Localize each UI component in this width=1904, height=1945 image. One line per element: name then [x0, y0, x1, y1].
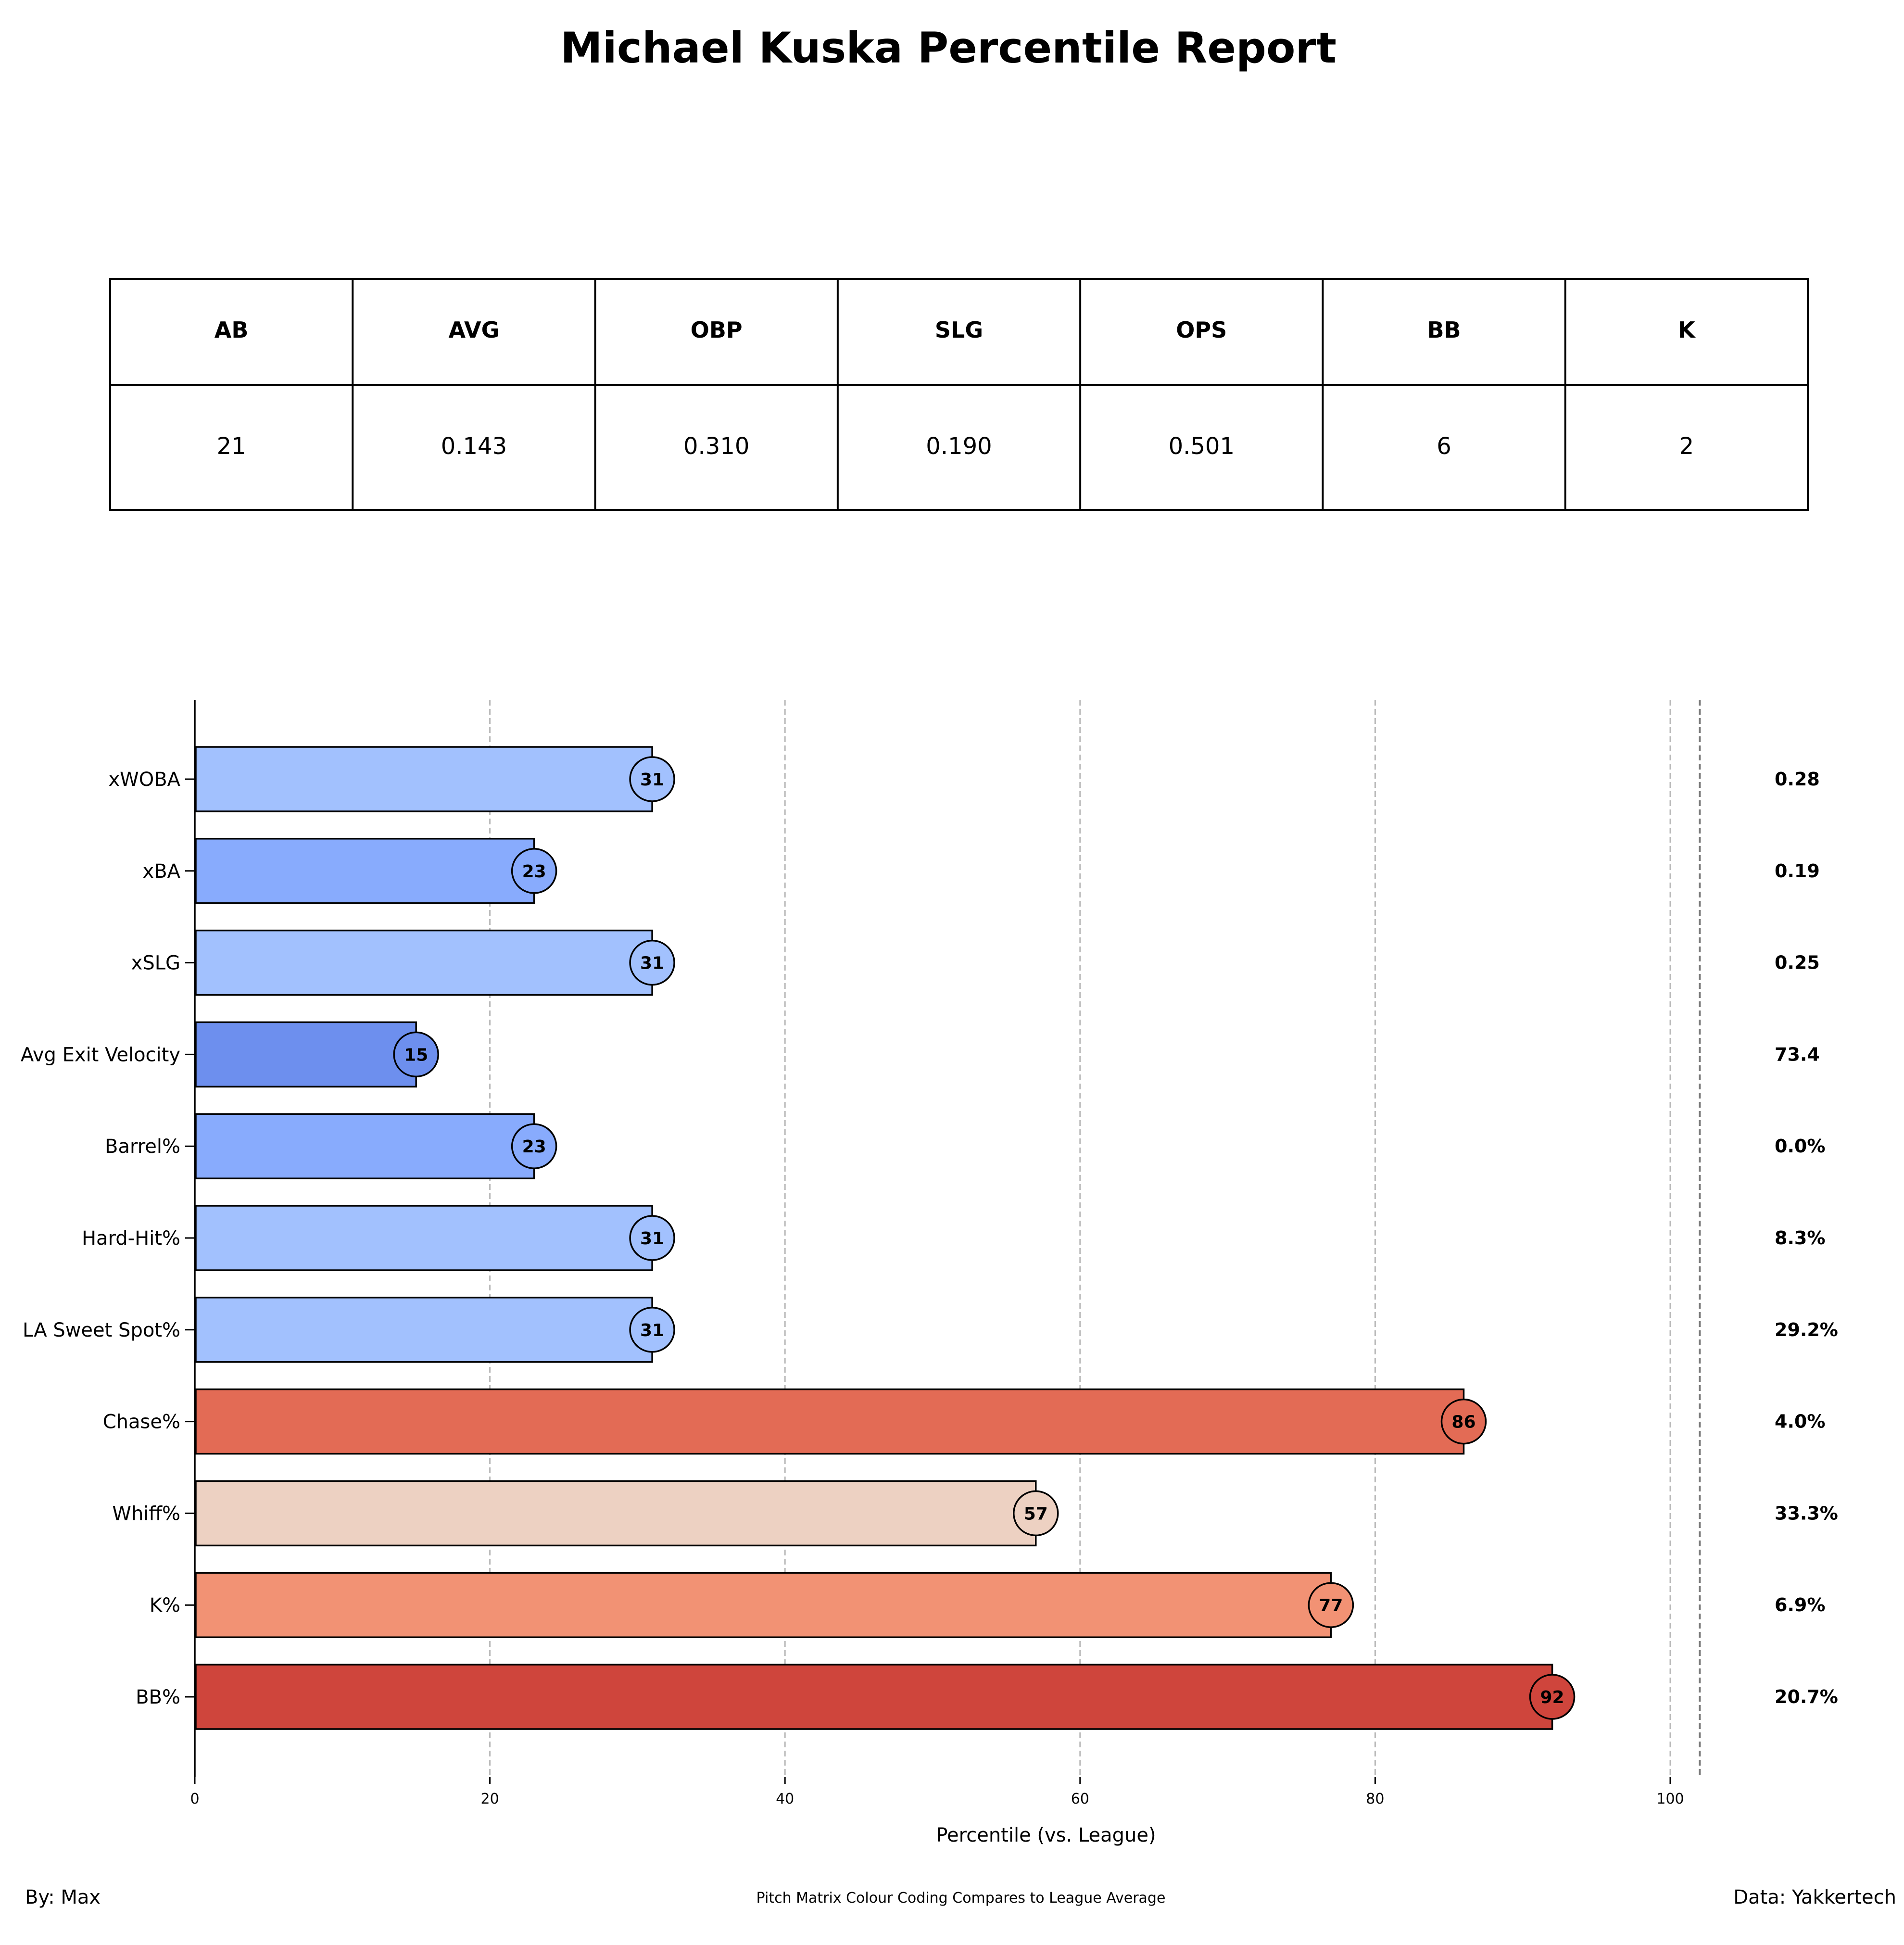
bar: [195, 1021, 417, 1088]
stat-value-label: 73.4: [1775, 1044, 1820, 1065]
stat-value-label: 0.19: [1775, 860, 1820, 882]
bar: [195, 838, 535, 904]
percentile-label: 86: [1451, 1413, 1475, 1432]
table-header-obp: OBP: [691, 317, 743, 343]
axes: 0 20 40 60 80 100: [190, 700, 1684, 1807]
category-label: K%: [150, 1594, 180, 1617]
percentile-label: 23: [522, 862, 546, 882]
percentile-label: 57: [1024, 1504, 1048, 1524]
bar: [195, 1388, 1465, 1455]
bars: 31 xWOBA 0.28 23 xBA 0.19 31 xSLG 0.25 15 Avg Exit…: [21, 746, 1838, 1730]
percentile-marker: [629, 1307, 675, 1353]
stats-table: AB 21 AVG 0.143 OBP 0.310 SLG 0.190 OPS 0.501 BB 6 K…: [109, 278, 1809, 511]
x-tick-label: 60: [1071, 1791, 1089, 1807]
category-label: xSLG: [131, 952, 180, 974]
x-tick-label: 40: [776, 1791, 794, 1807]
report-title: Michael Kuska Percentile Report: [560, 23, 1337, 73]
category-label: Whiff%: [112, 1503, 180, 1525]
percentile-label: 31: [640, 1229, 664, 1249]
percentile-marker: [393, 1031, 439, 1078]
x-tick-label: 0: [190, 1791, 199, 1807]
bar: [195, 929, 653, 996]
category-label: xBA: [143, 860, 181, 883]
percentile-marker: [511, 848, 557, 894]
percentile-bar-chart: 31 xWOBA 0.28 23 xBA 0.19 31 xSLG 0.25 15 Avg Exit…: [21, 700, 1838, 1807]
table-header-avg: AVG: [449, 317, 500, 343]
footer-source: Data: Yakkertech: [1733, 1886, 1896, 1908]
table-value-k: 2: [1679, 433, 1694, 460]
percentile-marker: [511, 1123, 557, 1169]
table-header-k: K: [1678, 317, 1696, 343]
percentile-label: 77: [1319, 1596, 1343, 1616]
percentile-marker: [629, 939, 675, 986]
table-value-bb: 6: [1437, 433, 1451, 460]
bar: [195, 1664, 1553, 1730]
table-header-slg: SLG: [935, 317, 983, 343]
x-axis-label: Percentile (vs. League): [936, 1824, 1156, 1846]
bar: [195, 746, 653, 812]
table-value-obp: 0.310: [683, 433, 749, 460]
table-header-bb: BB: [1427, 317, 1461, 343]
table-header-ab: AB: [214, 317, 249, 343]
footer-credit: By: Max: [25, 1886, 101, 1908]
table-value-slg: 0.190: [926, 433, 992, 460]
x-tick-label: 100: [1656, 1791, 1684, 1807]
table-value-avg: 0.143: [441, 433, 507, 460]
category-label: xWOBA: [108, 769, 180, 791]
bar: [195, 1297, 653, 1363]
bar: [195, 1480, 1037, 1547]
percentile-marker: [1440, 1398, 1487, 1445]
category-label: LA Sweet Spot%: [23, 1319, 180, 1341]
x-tick-label: 20: [481, 1791, 499, 1807]
percentile-marker: [1013, 1490, 1059, 1537]
x-tick-label: 80: [1366, 1791, 1384, 1807]
category-label: BB%: [136, 1686, 180, 1708]
percentile-label: 92: [1540, 1688, 1564, 1707]
percentile-label: 15: [404, 1045, 428, 1065]
category-label: Barrel%: [105, 1136, 180, 1158]
table-value-ops: 0.501: [1169, 433, 1235, 460]
percentile-label: 31: [640, 1321, 664, 1340]
stat-value-label: 8.3%: [1775, 1227, 1825, 1249]
percentile-marker: [1529, 1674, 1576, 1720]
stat-value-label: 0.28: [1775, 769, 1820, 790]
table-value-ab: 21: [217, 433, 246, 460]
table-header-ops: OPS: [1176, 317, 1227, 343]
stat-value-label: 33.3%: [1775, 1503, 1838, 1524]
stat-value-label: 6.9%: [1775, 1594, 1825, 1616]
percentile-marker: [1308, 1582, 1354, 1628]
category-label: Chase%: [103, 1411, 180, 1433]
percentile-label: 31: [640, 770, 664, 790]
footer-note: Pitch Matrix Colour Coding Compares to L…: [757, 1890, 1166, 1907]
percentile-label: 23: [522, 1137, 546, 1157]
stat-value-label: 0.0%: [1775, 1136, 1825, 1157]
category-label: Hard-Hit%: [82, 1227, 180, 1250]
percentile-marker: [629, 756, 675, 802]
bar: [195, 1113, 535, 1179]
percentile-label: 31: [640, 954, 664, 973]
stat-value-label: 0.25: [1775, 952, 1820, 973]
table-border: [109, 278, 1809, 511]
stat-value-label: 29.2%: [1775, 1319, 1838, 1340]
bar: [195, 1572, 1332, 1638]
percentile-marker: [629, 1215, 675, 1261]
category-label: Avg Exit Velocity: [21, 1044, 180, 1066]
bar: [195, 1205, 653, 1271]
stat-value-label: 4.0%: [1775, 1411, 1825, 1432]
stat-value-label: 20.7%: [1775, 1686, 1838, 1707]
